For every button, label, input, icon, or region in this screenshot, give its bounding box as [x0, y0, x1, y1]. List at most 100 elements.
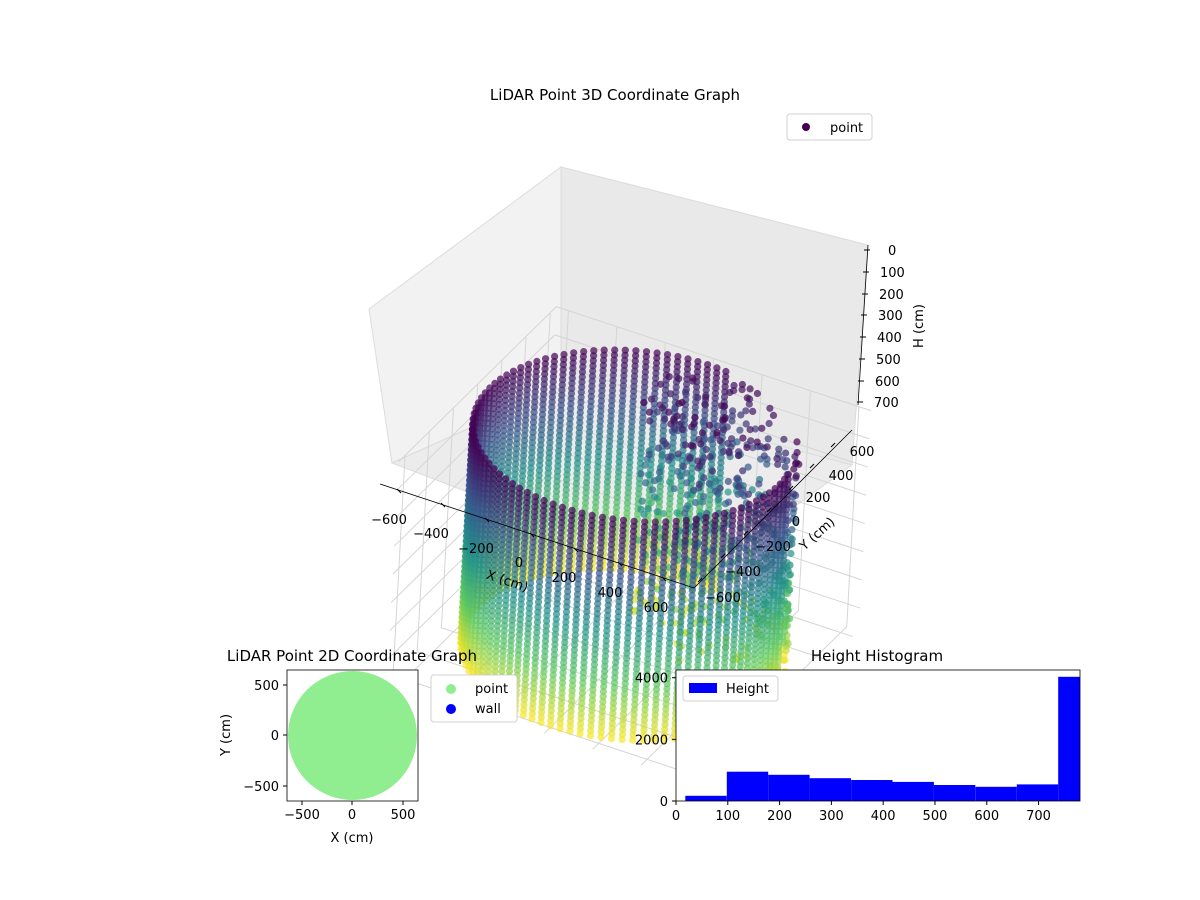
point-3d	[645, 625, 654, 633]
grid-line-3d	[551, 390, 867, 496]
point-3d	[639, 736, 647, 744]
point-3d	[679, 577, 687, 585]
point-3d	[742, 561, 750, 569]
point-3d	[597, 728, 605, 736]
point-3d	[537, 441, 545, 449]
point-3d	[520, 696, 528, 704]
point-3d	[616, 437, 624, 446]
point-3d	[665, 373, 673, 381]
point-3d	[621, 680, 629, 688]
y-tick-3d-label: 0	[792, 515, 800, 530]
x-tick-histogram-label: 300	[819, 809, 844, 824]
point-3d	[684, 355, 692, 363]
point-3d	[511, 460, 520, 468]
point-3d	[606, 422, 615, 430]
point-3d	[719, 416, 727, 424]
point-3d	[714, 631, 722, 639]
point-3d	[769, 525, 777, 533]
point-3d	[517, 595, 526, 603]
point-3d	[667, 604, 676, 612]
point-3d	[697, 600, 705, 608]
point-3d	[651, 721, 659, 729]
point-3d	[475, 637, 483, 645]
point-3d	[555, 569, 563, 578]
point-3d	[651, 518, 659, 526]
point-3d	[567, 394, 575, 403]
point-3d	[540, 673, 548, 681]
point-3d	[507, 495, 516, 503]
point-3d	[476, 617, 484, 625]
point-3d	[491, 556, 499, 564]
y-tick-3d-label: −400	[725, 565, 761, 580]
point-3d	[660, 437, 668, 445]
chart-3d: LiDAR Point 3D Coordinate Graph −600 −4	[368, 86, 927, 782]
point-3d	[577, 398, 585, 406]
x-ticks-3d: −600 −400 −200 0 200 400 600	[371, 488, 668, 616]
point-3d	[505, 443, 513, 451]
y-tick-histogram-label: 4000	[635, 672, 668, 687]
point-3d	[593, 483, 601, 491]
point-3d	[677, 482, 685, 490]
point-3d	[701, 400, 709, 408]
point-3d	[514, 515, 522, 523]
point-3d	[628, 408, 637, 416]
point-3d	[531, 508, 539, 516]
point-3d	[669, 439, 677, 447]
point-3d	[533, 618, 542, 626]
point-3d	[704, 654, 712, 662]
point-3d	[660, 543, 669, 551]
point-3d	[520, 539, 529, 547]
point-3d	[723, 608, 732, 616]
x-tick-histogram-label: 700	[1026, 809, 1051, 824]
point-3d	[628, 418, 636, 426]
point-3d	[577, 519, 586, 527]
point-3d	[671, 538, 679, 546]
point-3d	[568, 374, 576, 382]
point-3d	[578, 378, 586, 386]
point-3d	[587, 397, 595, 405]
point-3d	[509, 601, 517, 609]
point-3d	[663, 356, 671, 364]
point-3d	[737, 514, 745, 522]
point-3d	[682, 390, 690, 399]
point-3d	[489, 597, 497, 605]
point-3d	[539, 517, 547, 525]
point-3d	[518, 477, 526, 485]
point-3d	[758, 508, 767, 516]
point-3d	[757, 534, 765, 542]
point-3d	[570, 646, 579, 654]
point-3d	[547, 541, 555, 549]
point-3d	[667, 619, 675, 627]
point-3d	[538, 527, 547, 535]
point-3d	[598, 377, 607, 385]
point-3d	[747, 603, 755, 612]
point-3d	[501, 617, 509, 625]
point-3d	[575, 565, 583, 573]
point-3d	[516, 384, 524, 392]
point-3d	[516, 374, 524, 382]
point-3d	[531, 669, 539, 677]
point-3d	[764, 622, 772, 630]
point-3d	[594, 600, 602, 608]
point-3d	[497, 556, 505, 564]
point-3d	[529, 538, 537, 546]
point-3d	[493, 441, 501, 449]
point-3d	[590, 671, 598, 679]
point-3d	[548, 520, 556, 529]
point-3d	[491, 668, 499, 676]
point-3d	[704, 649, 712, 657]
point-3d	[715, 606, 723, 614]
point-3d	[736, 519, 745, 527]
point-3d	[605, 591, 613, 599]
point-3d	[527, 469, 535, 477]
point-3d	[513, 666, 522, 674]
point-3d	[480, 541, 489, 549]
point-3d	[628, 558, 636, 566]
point-3d	[487, 510, 496, 518]
point-3d	[585, 567, 593, 575]
point-3d	[618, 397, 627, 405]
point-3d	[520, 701, 528, 709]
point-3d	[769, 520, 777, 528]
point-3d	[510, 581, 518, 589]
point-3d	[547, 711, 555, 720]
